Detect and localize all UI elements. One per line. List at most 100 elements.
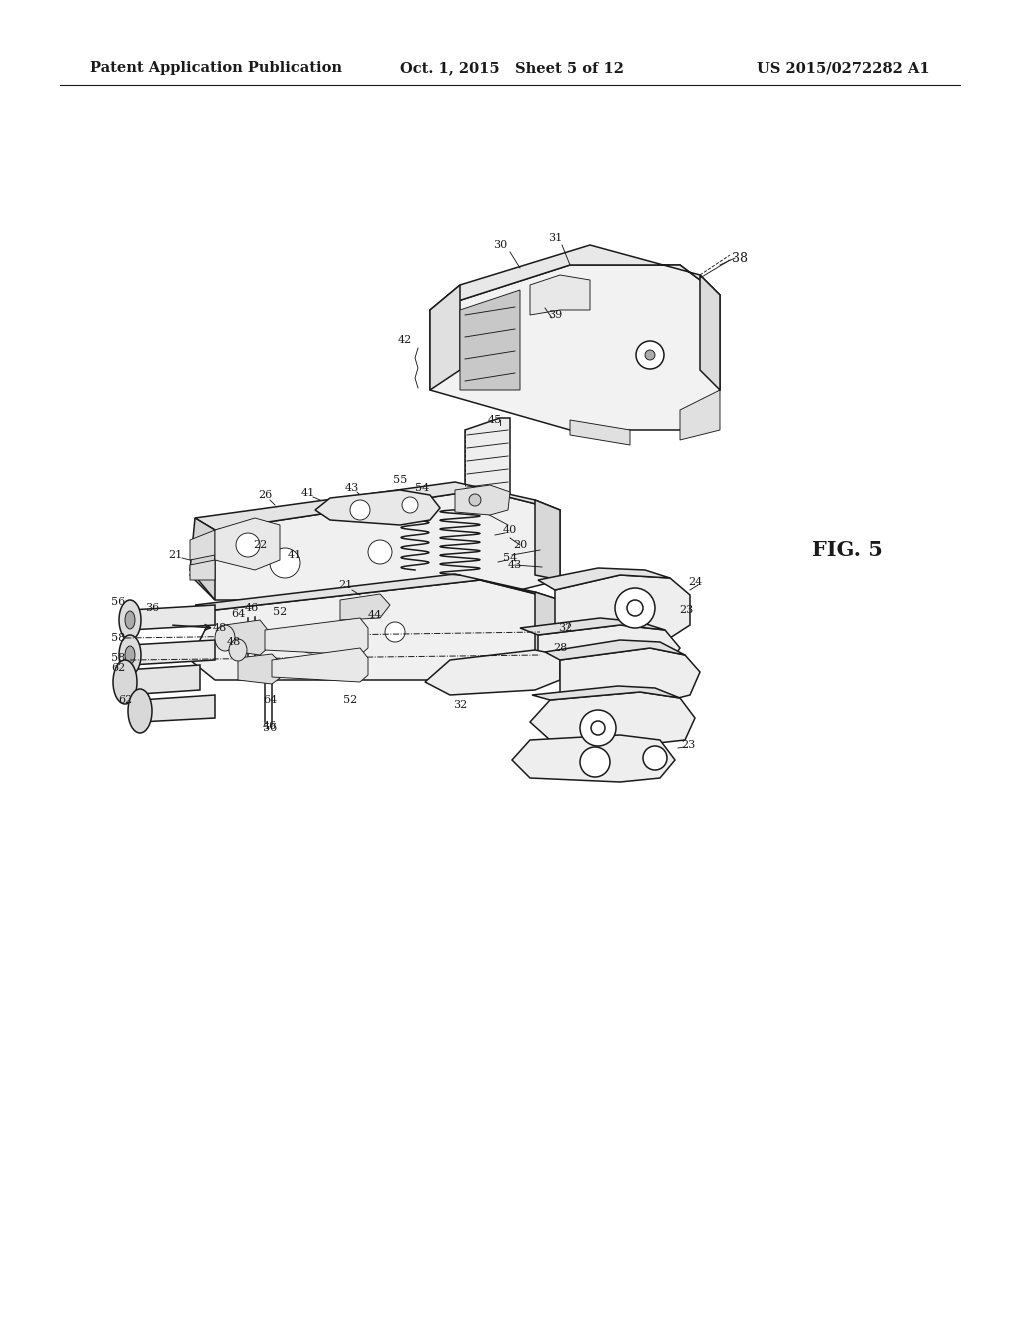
Text: 30: 30 — [493, 240, 507, 249]
Circle shape — [615, 587, 655, 628]
Ellipse shape — [125, 611, 135, 630]
Text: 43: 43 — [345, 483, 359, 492]
Polygon shape — [430, 265, 720, 430]
Polygon shape — [265, 618, 368, 655]
Text: 40: 40 — [503, 525, 517, 535]
Circle shape — [385, 622, 406, 642]
Text: 20: 20 — [513, 540, 527, 550]
Text: 64: 64 — [230, 609, 245, 619]
Polygon shape — [538, 624, 680, 682]
Text: 46: 46 — [263, 721, 278, 731]
Text: 42: 42 — [398, 335, 412, 345]
Polygon shape — [130, 640, 215, 665]
Polygon shape — [530, 692, 695, 744]
Polygon shape — [430, 285, 460, 389]
Polygon shape — [535, 500, 560, 579]
Polygon shape — [140, 696, 215, 722]
Text: 32: 32 — [453, 700, 467, 710]
Text: 24: 24 — [688, 577, 702, 587]
Text: 43: 43 — [508, 560, 522, 570]
Circle shape — [402, 498, 418, 513]
Text: 62: 62 — [111, 663, 125, 673]
Polygon shape — [238, 653, 280, 684]
Polygon shape — [130, 605, 215, 630]
Text: 58: 58 — [111, 653, 125, 663]
Polygon shape — [190, 579, 560, 680]
Polygon shape — [430, 246, 720, 310]
Text: Patent Application Publication: Patent Application Publication — [90, 61, 342, 75]
Circle shape — [236, 533, 260, 557]
Polygon shape — [190, 531, 215, 560]
Polygon shape — [545, 640, 685, 660]
Text: 48: 48 — [227, 638, 241, 647]
Text: 31: 31 — [548, 234, 562, 243]
Text: 52: 52 — [343, 696, 357, 705]
Text: 21: 21 — [168, 550, 182, 560]
Text: 39: 39 — [548, 310, 562, 319]
Polygon shape — [460, 290, 520, 389]
Text: 28: 28 — [553, 643, 567, 653]
Circle shape — [580, 747, 610, 777]
Polygon shape — [315, 490, 440, 525]
Circle shape — [350, 500, 370, 520]
Polygon shape — [532, 686, 680, 700]
Ellipse shape — [229, 639, 247, 661]
Text: 56: 56 — [263, 723, 278, 733]
Ellipse shape — [215, 624, 234, 651]
Polygon shape — [195, 482, 560, 531]
Text: 54: 54 — [415, 483, 429, 492]
Polygon shape — [520, 618, 665, 635]
Polygon shape — [425, 649, 560, 696]
Polygon shape — [512, 735, 675, 781]
Text: 54: 54 — [503, 553, 517, 564]
Circle shape — [580, 710, 616, 746]
Polygon shape — [465, 418, 510, 531]
Polygon shape — [455, 484, 510, 515]
Text: 23: 23 — [679, 605, 693, 615]
Polygon shape — [190, 560, 215, 579]
Circle shape — [627, 601, 643, 616]
Polygon shape — [190, 517, 215, 601]
Polygon shape — [555, 576, 690, 638]
Circle shape — [469, 494, 481, 506]
Polygon shape — [190, 490, 560, 601]
Polygon shape — [125, 665, 200, 696]
Polygon shape — [530, 275, 590, 315]
Circle shape — [643, 746, 667, 770]
Text: Oct. 1, 2015   Sheet 5 of 12: Oct. 1, 2015 Sheet 5 of 12 — [400, 61, 624, 75]
Ellipse shape — [119, 601, 141, 640]
Ellipse shape — [125, 645, 135, 664]
Text: 46: 46 — [245, 603, 259, 612]
Circle shape — [368, 540, 392, 564]
Text: 45: 45 — [487, 414, 502, 425]
Polygon shape — [560, 648, 700, 705]
Polygon shape — [225, 620, 268, 655]
Text: 41: 41 — [301, 488, 315, 498]
Ellipse shape — [128, 689, 152, 733]
Text: 21: 21 — [338, 579, 352, 590]
Text: 55: 55 — [393, 475, 408, 484]
Circle shape — [645, 350, 655, 360]
Text: US 2015/0272282 A1: US 2015/0272282 A1 — [758, 61, 930, 75]
Polygon shape — [340, 594, 390, 620]
Text: 23: 23 — [681, 741, 695, 750]
Polygon shape — [215, 517, 280, 570]
Text: 48: 48 — [213, 623, 227, 634]
Polygon shape — [700, 275, 720, 389]
Polygon shape — [538, 568, 670, 590]
Polygon shape — [570, 420, 630, 445]
Text: 52: 52 — [272, 607, 287, 616]
Text: 26: 26 — [258, 490, 272, 500]
Text: 38: 38 — [732, 252, 748, 264]
Ellipse shape — [119, 635, 141, 675]
Text: 32: 32 — [558, 623, 572, 634]
Polygon shape — [272, 648, 368, 682]
Circle shape — [636, 341, 664, 370]
Circle shape — [270, 548, 300, 578]
Circle shape — [591, 721, 605, 735]
Text: FIG. 5: FIG. 5 — [812, 540, 883, 560]
Circle shape — [297, 627, 323, 653]
Text: 36: 36 — [144, 603, 159, 612]
Text: 56: 56 — [111, 597, 125, 607]
Text: 62: 62 — [118, 696, 132, 705]
